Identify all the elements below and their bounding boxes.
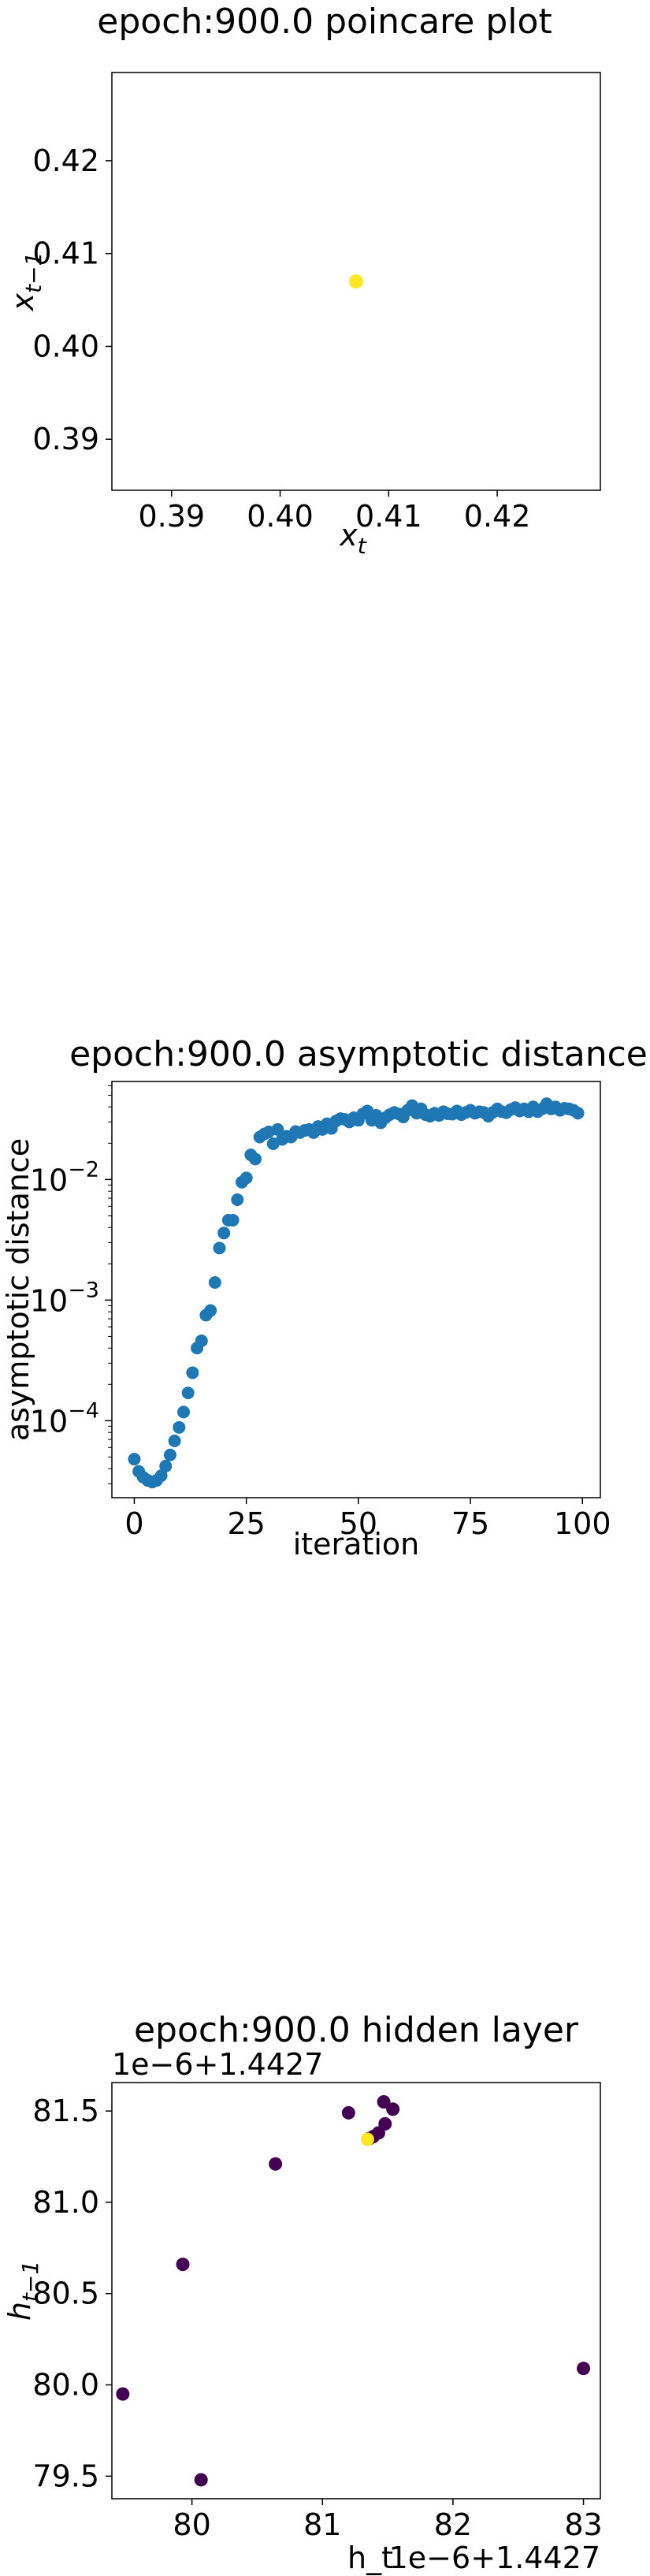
data-point	[571, 1107, 585, 1120]
chart-title: epoch:900.0 poincare plot	[97, 2, 552, 42]
x-tick-label: 25	[227, 1506, 265, 1541]
plot-frame	[111, 2082, 601, 2500]
x-tick-label: 83	[564, 2507, 602, 2542]
data-point	[204, 1304, 217, 1317]
data-point	[213, 1241, 226, 1255]
x-tick-label: 0.39	[138, 499, 205, 534]
y-tick-label: 0.41	[32, 236, 99, 271]
x-tick-label: 0.41	[355, 499, 422, 534]
data-point	[173, 1420, 186, 1434]
y-tick-label: 10−4	[30, 1398, 99, 1439]
x-tick-label: 0.42	[464, 499, 531, 534]
poincare-chart: epoch:900.0 poincare plot 0.39 0.40 0.41 0.4…	[6, 2, 601, 559]
data-point	[116, 2387, 130, 2401]
x-tick-label: 50	[340, 1506, 377, 1541]
data-point	[386, 2102, 400, 2116]
data-point	[168, 1434, 181, 1447]
x-tick-label: 100	[554, 1506, 611, 1541]
plot-frame	[111, 1081, 601, 1498]
chart-title: epoch:900.0 asymptotic distance	[69, 1034, 648, 1074]
data-point	[269, 2157, 283, 2171]
y-axis-label: asymptotic distance	[1, 1138, 35, 1441]
y-tick-label: 0.39	[32, 422, 99, 456]
y-tick-label: 80.0	[32, 2368, 99, 2403]
plot-frame	[111, 72, 601, 491]
y-tick-label: 80.5	[32, 2276, 99, 2311]
chart-title: epoch:900.0 hidden layer	[134, 2010, 579, 2050]
x-axis-label: h_t	[347, 2541, 393, 2575]
y-axis-label: ht−1	[2, 2261, 43, 2321]
x-tick-label: 75	[451, 1506, 489, 1541]
y-tick-label: 0.42	[32, 143, 99, 178]
x-offset-label: 1e−6+1.4427	[389, 2541, 600, 2575]
x-axis-label: xt	[339, 518, 367, 559]
data-point	[271, 1122, 284, 1136]
x-tick-label: 81	[303, 2507, 341, 2542]
data-point	[577, 2362, 591, 2376]
data-point	[176, 2258, 190, 2272]
data-point	[154, 1469, 168, 1483]
data-point	[226, 1213, 240, 1227]
data-point	[163, 1448, 176, 1461]
y-tick-label: 81.0	[32, 2185, 99, 2220]
data-point	[195, 1334, 208, 1347]
y-tick-label: 79.5	[32, 2459, 99, 2493]
x-axis-label: iteration	[293, 1527, 420, 1562]
data-point	[341, 2105, 355, 2120]
x-tick-label: 82	[434, 2507, 472, 2542]
data-point	[360, 2132, 374, 2146]
y-tick-label: 0.40	[32, 329, 99, 363]
x-tick-label: 80	[173, 2507, 210, 2542]
data-point	[128, 1453, 141, 1466]
data-point	[186, 1366, 199, 1379]
data-point	[377, 2095, 391, 2109]
data-point	[181, 1387, 195, 1400]
asymptotic-distance-chart: epoch:900.0 asymptotic distance 0 25 50 75 10…	[1, 1034, 648, 1562]
x-tick-label: 0	[124, 1506, 143, 1541]
data-point	[349, 274, 363, 288]
y-tick-label: 81.5	[32, 2094, 99, 2128]
data-point	[177, 1405, 191, 1419]
data-point	[208, 1276, 221, 1290]
data-point	[249, 1152, 262, 1166]
data-point	[231, 1193, 244, 1206]
x-tick-label: 0.40	[247, 499, 314, 534]
data-point	[194, 2473, 208, 2487]
data-point	[159, 1459, 173, 1472]
y-tick-label: 10−2	[30, 1157, 99, 1197]
y-axis-label: xt−1	[6, 252, 46, 312]
data-point	[240, 1171, 253, 1185]
data-point	[217, 1227, 231, 1240]
y-offset-label: 1e−6+1.4427	[112, 2047, 323, 2082]
y-tick-label: 10−3	[30, 1278, 99, 1318]
